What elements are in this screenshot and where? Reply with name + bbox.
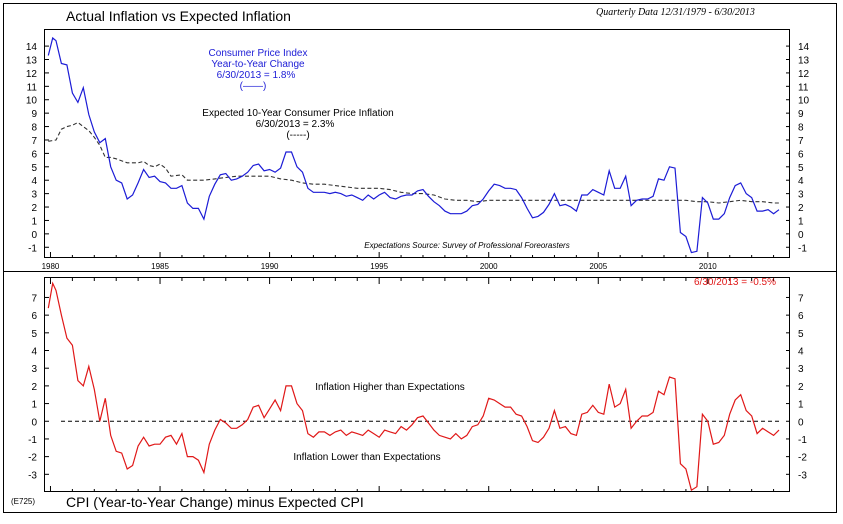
expected-annotation-line1: Expected 10-Year Consumer Price Inflatio…	[202, 108, 393, 119]
x-tick-label: 2005	[589, 262, 607, 271]
bottom-ytick-label-left: 6	[31, 311, 37, 322]
top-ytick-label-right: 2	[798, 203, 804, 214]
top-ytick-label-left: 10	[26, 96, 38, 107]
top-ytick-label-right: 8	[798, 123, 804, 134]
difference-latest-value: 6/30/2013 = -0.5%	[694, 277, 776, 288]
top-ytick-label-left: 2	[31, 203, 37, 214]
bottom-ytick-label-left: -2	[28, 453, 37, 464]
x-tick-label: 1980	[42, 262, 60, 271]
x-tick-label: 1985	[151, 262, 169, 271]
bottom-ytick-label-left: 5	[31, 329, 37, 340]
top-chart-title: Actual Inflation vs Expected Inflation	[66, 8, 291, 24]
bottom-ytick-label-right: -2	[798, 453, 807, 464]
x-tick-label: 1995	[370, 262, 388, 271]
top-ytick-label-left: 5	[31, 163, 37, 174]
top-ytick-label-left: 6	[31, 149, 37, 160]
top-ytick-label-left: 12	[26, 69, 38, 80]
top-ytick-label-left: 1	[31, 216, 37, 227]
top-ytick-label-left: 9	[31, 109, 37, 120]
bottom-ytick-label-right: 1	[798, 400, 804, 411]
bottom-ytick-label-right: 5	[798, 329, 804, 340]
cpi-minus-expected-line	[47, 281, 780, 492]
expected-annotation-value: 6/30/2013 = 2.3%	[256, 119, 335, 130]
outer-frame	[3, 3, 837, 513]
top-ytick-label-left: 8	[31, 123, 37, 134]
lower-than-expectations-label: Inflation Lower than Expectations	[293, 452, 440, 463]
top-ytick-label-left: 3	[31, 190, 37, 201]
bottom-ytick-label-right: 6	[798, 311, 804, 322]
cpi-line	[47, 36, 780, 254]
cpi-legend-swatch: (——)	[240, 81, 267, 92]
bottom-ytick-label-left: 4	[31, 347, 37, 358]
x-tick-label: 2000	[480, 262, 498, 271]
bottom-ytick-label-right: 0	[798, 417, 804, 428]
top-ytick-label-right: 0	[798, 230, 804, 241]
cpi-annotation-value: 6/30/2013 = 1.8%	[217, 70, 296, 81]
bottom-ytick-label-left: -3	[28, 470, 37, 481]
frequency-note: Quarterly Data 12/31/1979 - 6/30/2013	[596, 7, 755, 18]
top-ytick-label-right: 14	[798, 42, 810, 53]
expectations-source-note: Expectations Source: Survey of Professio…	[364, 241, 569, 250]
bottom-ytick-label-left: 7	[31, 293, 37, 304]
bottom-ytick-label-left: 2	[31, 382, 37, 393]
bottom-ytick-label-left: 3	[31, 364, 37, 375]
expected-inflation-line	[48, 121, 779, 204]
top-ytick-label-right: 4	[798, 176, 804, 187]
cpi-annotation-line2: Year-to-Year Change	[211, 59, 305, 70]
top-ytick-label-right: 7	[798, 136, 804, 147]
higher-than-expectations-label: Inflation Higher than Expectations	[315, 382, 465, 393]
top-ytick-label-left: -1	[28, 243, 37, 254]
top-ytick-label-left: 11	[27, 82, 38, 93]
top-ytick-label-left: 13	[26, 56, 38, 67]
bottom-ytick-label-left: -1	[28, 435, 37, 446]
top-ytick-label-right: 3	[798, 190, 804, 201]
bottom-ytick-label-left: 0	[31, 417, 37, 428]
cpi-annotation-line1: Consumer Price Index	[209, 48, 308, 59]
top-ytick-label-left: 7	[31, 136, 37, 147]
bottom-ytick-label-right: -1	[798, 435, 807, 446]
top-ytick-label-right: 10	[798, 96, 810, 107]
top-ytick-label-right: 11	[798, 82, 809, 93]
bottom-panel-frame	[44, 277, 790, 492]
top-ytick-label-right: 5	[798, 163, 804, 174]
top-ytick-label-left: 0	[31, 230, 37, 241]
top-ytick-label-right: 9	[798, 109, 804, 120]
bottom-ytick-label-left: 1	[31, 400, 37, 411]
top-ytick-label-left: 14	[26, 42, 38, 53]
bottom-ytick-label-right: 7	[798, 293, 804, 304]
top-ytick-label-right: -1	[798, 243, 807, 254]
top-ytick-label-left: 4	[31, 176, 37, 187]
top-panel-frame	[44, 29, 790, 258]
expected-legend-swatch: (-----)	[286, 130, 309, 141]
bottom-panel: -3 -3 -2 -2 -1 -1 0 0 1 1 2 2 3 3 4 4 5 5 6 6 7 7 6/30/2013 = …	[28, 277, 807, 492]
top-ytick-label-right: 6	[798, 149, 804, 160]
bottom-ytick-label-right: -3	[798, 470, 807, 481]
bottom-chart-title: CPI (Year-to-Year Change) minus Expected…	[66, 494, 364, 510]
chart-code: (E725)	[11, 497, 36, 506]
top-ytick-label-right: 13	[798, 56, 810, 67]
x-tick-label: 2010	[699, 262, 717, 271]
bottom-ytick-label-right: 2	[798, 382, 804, 393]
top-ytick-label-right: 1	[798, 216, 804, 227]
bottom-ytick-label-right: 3	[798, 364, 804, 375]
top-ytick-label-right: 12	[798, 69, 810, 80]
bottom-ytick-label-right: 4	[798, 347, 804, 358]
x-tick-label: 1990	[261, 262, 279, 271]
